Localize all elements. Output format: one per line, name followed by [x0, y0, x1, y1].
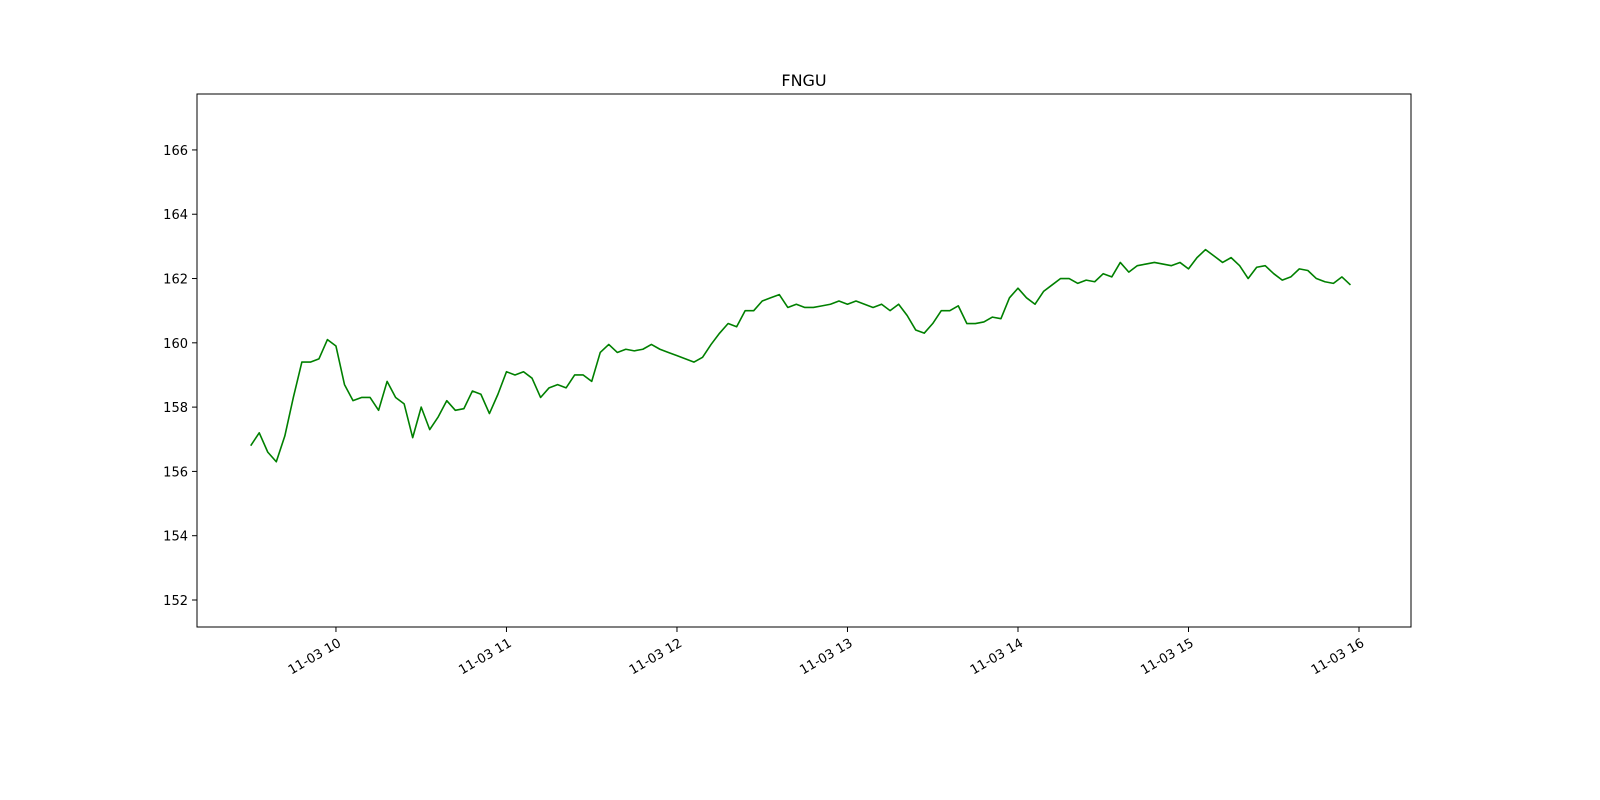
y-tick-label: 158: [163, 401, 188, 416]
y-tick-label: 152: [163, 594, 188, 609]
price-line: [250, 248, 1352, 463]
chart-title: FNGU: [781, 71, 826, 90]
y-tick-label: 156: [163, 465, 188, 480]
plot-frame: [196, 93, 1412, 628]
y-tick-label: 154: [163, 530, 188, 545]
y-tick-label: 164: [163, 208, 188, 223]
y-tick-label: 166: [163, 144, 188, 159]
y-tick-label: 160: [163, 337, 188, 352]
y-tick-label: 162: [163, 273, 188, 288]
